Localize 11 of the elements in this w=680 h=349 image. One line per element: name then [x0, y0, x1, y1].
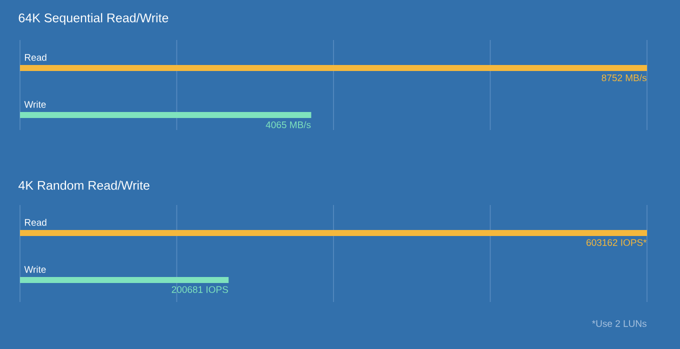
data-label: 8752 MB/s [602, 74, 646, 82]
text: *Use 2 LUNs [592, 320, 646, 327]
y-tick-label: Write [24, 100, 46, 108]
y-tick-label: Write [24, 266, 46, 273]
y-tick-label: Read [24, 218, 46, 226]
data-label: 4065 MB/s [266, 121, 311, 128]
chart-title: 4K Random Read/Write [18, 180, 150, 190]
data-label: 603162 IOPS* [586, 239, 647, 246]
chart-title: 64K Sequential Read/Write [18, 13, 168, 25]
y-tick-label: Read [24, 54, 46, 61]
data-label: 200681 IOPS [172, 286, 228, 293]
